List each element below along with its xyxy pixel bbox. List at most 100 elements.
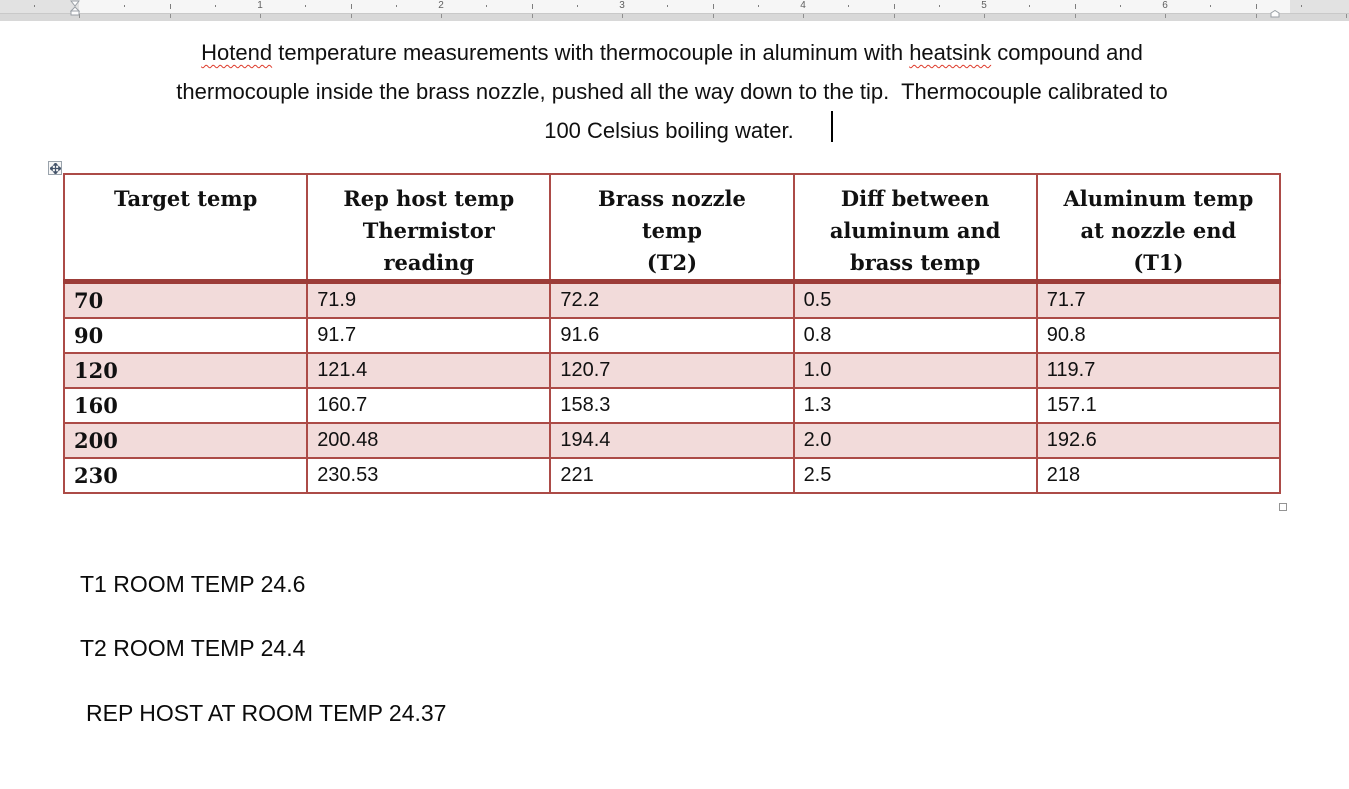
ruler-tick — [622, 14, 623, 18]
horizontal-ruler[interactable]: 1 2 3 4 5 6 — [0, 0, 1349, 23]
ruler-number: 2 — [438, 0, 444, 11]
table-cell[interactable]: 160 — [62, 387, 309, 424]
table-cell[interactable]: 71.9 — [306, 280, 552, 319]
note-rep-host-room-temp[interactable]: REP HOST AT ROOM TEMP 24.37 — [86, 700, 447, 726]
table-cell[interactable]: 1.0 — [792, 352, 1038, 389]
table-cell[interactable]: 90 — [62, 317, 309, 354]
ruler-tick — [1075, 4, 1076, 9]
table-cell[interactable]: 230.53 — [306, 457, 552, 494]
table-cell[interactable]: 91.6 — [549, 317, 795, 354]
measurement-table: Target temp Rep host temp Thermistor read… — [62, 173, 1282, 494]
ruler-bottom-band — [0, 13, 1349, 21]
table-cell[interactable]: 90.8 — [1035, 317, 1282, 354]
table-row: 70 71.9 72.2 0.5 71.7 — [62, 280, 1282, 319]
table-resize-handle[interactable] — [1279, 503, 1287, 511]
table-cell[interactable]: 72.2 — [549, 280, 795, 319]
table-cell[interactable]: 0.5 — [792, 280, 1038, 319]
title-line[interactable]: Hotend temperature measurements with the… — [201, 40, 1143, 65]
table-cell[interactable]: 0.8 — [792, 317, 1038, 354]
ruler-tick — [79, 14, 80, 18]
ruler-tick — [1075, 14, 1076, 18]
table-cell[interactable]: 71.7 — [1035, 280, 1282, 319]
ruler-tick — [1029, 5, 1030, 7]
ruler-tick — [939, 5, 940, 7]
table-cell[interactable]: 158.3 — [549, 387, 795, 424]
note-t1-room-temp[interactable]: T1 ROOM TEMP 24.6 — [80, 571, 306, 597]
ruler-tick — [758, 5, 759, 7]
move-cross-icon — [49, 162, 61, 174]
table-cell[interactable]: 91.7 — [306, 317, 552, 354]
table-cell[interactable]: 192.6 — [1035, 422, 1282, 459]
ruler-tick — [215, 5, 216, 7]
table-cell[interactable]: 2.5 — [792, 457, 1038, 494]
ruler-tick — [532, 4, 533, 9]
misspelled-word[interactable]: Hotend — [201, 40, 273, 65]
table-cell[interactable]: 2.0 — [792, 422, 1038, 459]
header-cell[interactable]: Rep host temp Thermistor reading — [306, 173, 552, 284]
ruler-tick — [396, 5, 397, 7]
ruler-number: 4 — [800, 0, 806, 11]
ruler-tick — [848, 5, 849, 7]
ruler-tick — [441, 14, 442, 18]
ruler-number: 5 — [981, 0, 987, 11]
title-paragraph[interactable]: Hotend temperature measurements with the… — [63, 33, 1281, 150]
table-header-row: Target temp Rep host temp Thermistor read… — [62, 173, 1282, 284]
table-row: 160 160.7 158.3 1.3 157.1 — [62, 387, 1282, 424]
table-cell[interactable]: 230 — [62, 457, 309, 494]
table-cell[interactable]: 157.1 — [1035, 387, 1282, 424]
title-line[interactable]: thermocouple inside the brass nozzle, pu… — [176, 79, 1168, 104]
table-cell[interactable]: 160.7 — [306, 387, 552, 424]
left-indent-marker-icon[interactable] — [69, 0, 81, 22]
note-t2-room-temp[interactable]: T2 ROOM TEMP 24.4 — [80, 635, 306, 661]
table-cell[interactable]: 194.4 — [549, 422, 795, 459]
ruler-tick — [34, 5, 35, 7]
ruler-tick — [577, 5, 578, 7]
ruler-tick — [1120, 5, 1121, 7]
ruler-tick — [486, 5, 487, 7]
ruler-top-band — [0, 0, 1349, 13]
ruler-tick — [667, 5, 668, 7]
table-cell[interactable]: 1.3 — [792, 387, 1038, 424]
ruler-tick — [894, 14, 895, 18]
ruler-tick — [260, 14, 261, 18]
ruler-number: 3 — [619, 0, 625, 11]
header-cell[interactable]: Diff between aluminum and brass temp — [792, 173, 1038, 284]
ruler-tick — [1256, 14, 1257, 18]
ruler-tick — [1256, 4, 1257, 9]
table-cell[interactable]: 200 — [62, 422, 309, 459]
ruler-tick — [1346, 14, 1347, 18]
table-cell[interactable]: 120 — [62, 352, 309, 389]
header-cell[interactable]: Target temp — [62, 173, 309, 284]
ruler-tick — [1210, 5, 1211, 7]
header-cell[interactable]: Aluminum temp at nozzle end (T1) — [1035, 173, 1282, 284]
text-cursor — [831, 111, 833, 142]
table-cell[interactable]: 200.48 — [306, 422, 552, 459]
header-cell[interactable]: Brass nozzle temp (T2) — [549, 173, 795, 284]
table-cell[interactable]: 70 — [62, 280, 309, 319]
table-cell[interactable]: 121.4 — [306, 352, 552, 389]
ruler-tick — [124, 5, 125, 7]
table-move-handle[interactable] — [48, 161, 62, 175]
table-row: 200 200.48 194.4 2.0 192.6 — [62, 422, 1282, 459]
ruler-right-margin — [1290, 0, 1349, 13]
ruler-tick — [713, 4, 714, 9]
ruler-tick — [170, 14, 171, 18]
ruler-tick — [894, 4, 895, 9]
ruler-tick — [984, 14, 985, 18]
table-row: 90 91.7 91.6 0.8 90.8 — [62, 317, 1282, 354]
ruler-number: 6 — [1162, 0, 1168, 11]
ruler-tick — [713, 14, 714, 18]
table-row: 230 230.53 221 2.5 218 — [62, 457, 1282, 494]
ruler-tick — [532, 14, 533, 18]
ruler-tick — [351, 14, 352, 18]
title-line[interactable]: 100 Celsius boiling water. — [544, 118, 800, 143]
ruler-tick — [803, 14, 804, 18]
table-cell[interactable]: 120.7 — [549, 352, 795, 389]
ruler-tick — [1301, 5, 1302, 7]
table-cell[interactable]: 218 — [1035, 457, 1282, 494]
table-cell[interactable]: 221 — [549, 457, 795, 494]
misspelled-word[interactable]: heatsink — [909, 40, 992, 65]
right-indent-marker-icon[interactable] — [1270, 5, 1280, 23]
table-cell[interactable]: 119.7 — [1035, 352, 1282, 389]
